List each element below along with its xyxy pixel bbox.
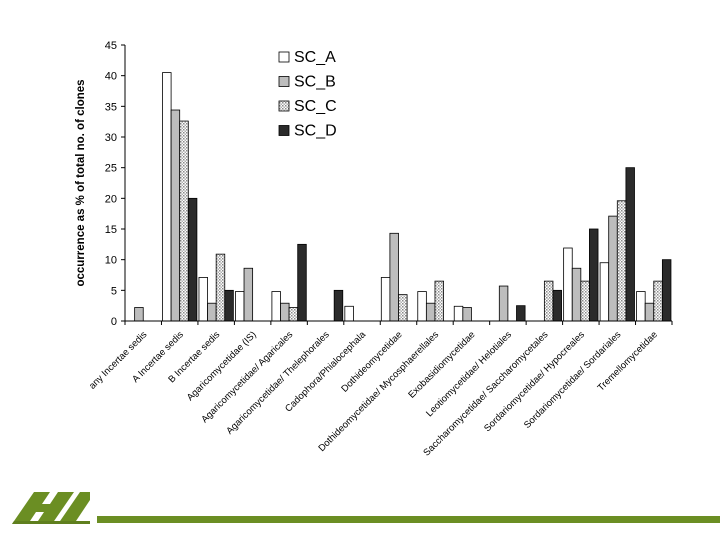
footer-bar: [97, 516, 720, 523]
legend: SC_A SC_B SC_C SC_D: [278, 49, 337, 140]
y-axis-title: occurrence as % of total no. of clones: [75, 79, 87, 286]
bar-sc-b: [207, 302, 217, 322]
bar-sc-b: [425, 302, 436, 322]
bar-sc-c: [653, 280, 663, 322]
y-tick-label: 25: [105, 163, 117, 175]
legend-label: SC_D: [294, 123, 337, 140]
bar-sc-c: [398, 294, 408, 322]
y-tick-label: 30: [105, 132, 117, 144]
bar-sc-a: [235, 291, 245, 322]
bar-sc-b: [280, 302, 290, 322]
bar-sc-a: [636, 291, 646, 322]
bar-sc-a: [198, 277, 208, 322]
x-category-label: Exobasidiomycetidae: [406, 329, 477, 400]
bar-sc-d: [333, 289, 344, 322]
legend-label: SC_A: [294, 49, 336, 66]
y-tick-label: 35: [105, 101, 117, 113]
bar-sc-a: [162, 72, 172, 322]
bar-sc-c: [215, 253, 226, 322]
bar-sc-b: [389, 232, 399, 322]
y-tick-label: 20: [105, 193, 117, 205]
bar-sc-c: [288, 307, 299, 322]
bar-sc-a: [417, 291, 427, 322]
bar-sc-b: [644, 302, 655, 322]
legend-swatch: [278, 51, 290, 63]
bar-sc-b: [462, 307, 472, 322]
legend-label: SC_B: [294, 74, 336, 91]
bar-sc-b: [571, 267, 582, 322]
bar-sc-c: [543, 280, 554, 322]
bar-sc-d: [516, 305, 526, 322]
legend-swatch: [278, 125, 290, 136]
legend-label: SC_C: [294, 98, 337, 115]
bar-sc-b: [170, 109, 181, 322]
bar-sc-b: [243, 267, 254, 322]
y-tick-label: 15: [105, 224, 117, 236]
logo-m-right: [58, 492, 90, 524]
bar-sc-b: [608, 215, 618, 322]
bar-sc-a: [380, 277, 391, 322]
y-tick-label: 10: [105, 255, 117, 267]
bar-sc-d: [552, 289, 562, 322]
legend-swatch: [278, 76, 290, 87]
bar-sc-c: [616, 200, 627, 322]
y-tick-label: 5: [111, 285, 117, 297]
legend-swatch: [278, 100, 290, 112]
bar-sc-d: [297, 243, 307, 322]
bar-sc-d: [625, 167, 635, 322]
bar-sc-c: [580, 280, 590, 322]
bar-sc-c: [434, 280, 444, 322]
y-tick-label: 45: [105, 40, 117, 52]
bar-sc-d: [187, 197, 198, 322]
bar-sc-c: [179, 120, 189, 322]
bar-sc-a: [599, 262, 610, 322]
y-tick-label: 0: [111, 316, 117, 328]
logo-base: [12, 521, 90, 524]
bar-sc-a: [344, 305, 354, 322]
bar-sc-d: [589, 228, 599, 322]
company-logo: [12, 492, 90, 524]
y-tick-label: 40: [105, 71, 117, 83]
bar-sc-a: [563, 247, 573, 322]
x-category-label: Agaricomycetidae (IS): [185, 329, 259, 403]
bar-sc-b: [498, 285, 509, 322]
bar-sc-d: [661, 259, 672, 322]
bar-sc-b: [134, 307, 144, 322]
bar-sc-a: [453, 305, 464, 322]
x-category-label: Dothideomycetidae: [339, 329, 404, 394]
bar-sc-a: [271, 291, 281, 322]
logo-m-left: [12, 492, 74, 524]
bar-sc-d: [224, 289, 234, 322]
